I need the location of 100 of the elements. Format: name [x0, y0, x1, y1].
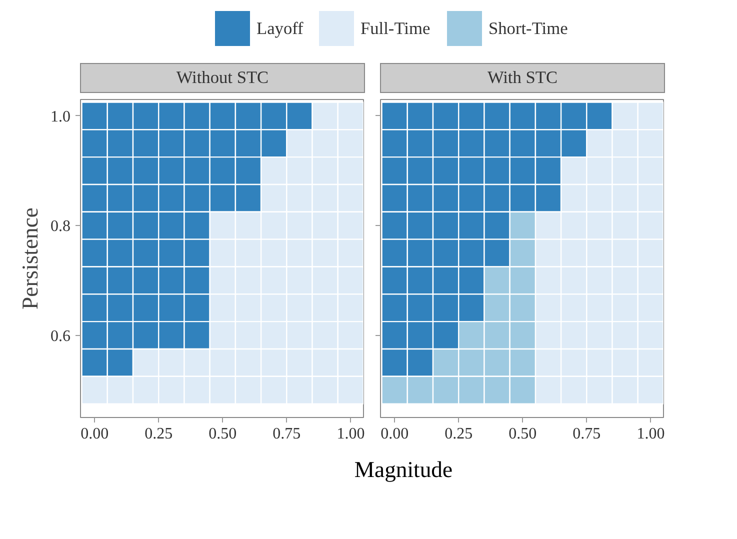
chart-title: Without STC	[176, 67, 269, 89]
point	[381, 211, 408, 240]
point	[637, 156, 664, 186]
point	[234, 129, 262, 158]
point	[560, 376, 588, 404]
point	[132, 129, 160, 158]
point	[484, 376, 510, 404]
point	[612, 129, 638, 158]
point	[432, 102, 460, 130]
point	[484, 211, 510, 240]
point	[381, 238, 408, 268]
x-tick-label: 0.25	[144, 426, 173, 442]
point	[586, 266, 613, 295]
point	[484, 320, 510, 350]
point	[234, 184, 262, 212]
point	[406, 211, 434, 240]
x-tick-label: 0.50	[508, 426, 537, 442]
point	[509, 129, 536, 158]
point	[381, 294, 408, 322]
point	[81, 211, 108, 240]
point	[209, 184, 236, 212]
point	[406, 129, 434, 158]
x-tick-label: 0.75	[572, 426, 601, 442]
y-axis-title: Persistence	[18, 208, 42, 310]
point	[158, 102, 185, 130]
point	[81, 129, 108, 158]
point	[612, 266, 638, 295]
point	[509, 348, 536, 377]
point	[432, 294, 460, 322]
point	[586, 348, 613, 377]
point	[458, 211, 485, 240]
point	[612, 376, 638, 404]
point	[381, 184, 408, 212]
point	[432, 184, 460, 212]
point	[158, 266, 185, 295]
point	[106, 102, 134, 130]
point	[586, 320, 613, 350]
point	[184, 211, 210, 240]
point	[458, 294, 485, 322]
point	[132, 102, 160, 130]
point	[458, 184, 485, 212]
point	[432, 320, 460, 350]
legend-label: Short-Time	[488, 19, 568, 38]
point	[534, 129, 562, 158]
y-tick-label: 0.8	[50, 218, 70, 236]
point	[158, 320, 185, 350]
point	[132, 156, 160, 186]
point	[81, 102, 108, 130]
point	[484, 102, 510, 130]
point	[484, 348, 510, 377]
point	[560, 238, 588, 268]
point	[560, 184, 588, 212]
point	[560, 211, 588, 240]
point	[612, 184, 638, 212]
point	[184, 320, 210, 350]
point	[81, 294, 108, 322]
point	[381, 156, 408, 186]
point	[209, 156, 236, 186]
point	[406, 294, 434, 322]
point	[381, 348, 408, 377]
point	[106, 184, 134, 212]
x-axis-title: Magnitude	[354, 456, 453, 484]
point	[184, 102, 210, 130]
point	[637, 211, 664, 240]
point	[458, 266, 485, 295]
point	[612, 238, 638, 268]
point	[432, 376, 460, 404]
point	[209, 102, 236, 130]
x-tick-label: 1.00	[636, 426, 665, 442]
point	[637, 348, 664, 377]
point	[509, 184, 536, 212]
point	[509, 320, 536, 350]
point	[637, 266, 664, 295]
point	[184, 129, 210, 158]
point	[81, 348, 108, 377]
point	[81, 266, 108, 295]
point	[560, 156, 588, 186]
point	[509, 156, 536, 186]
point	[158, 294, 185, 322]
point	[458, 129, 485, 158]
point	[458, 348, 485, 377]
point	[612, 348, 638, 377]
point	[586, 238, 613, 268]
point	[260, 129, 288, 158]
x-tick-label: 0.00	[80, 426, 109, 442]
point	[509, 102, 536, 130]
point	[586, 376, 613, 404]
point	[637, 238, 664, 268]
point	[534, 184, 562, 212]
legend-label: Full-Time	[360, 19, 430, 38]
point	[106, 129, 134, 158]
point	[612, 102, 638, 130]
point	[106, 238, 134, 268]
point	[586, 156, 613, 186]
point	[286, 102, 313, 130]
point	[381, 320, 408, 350]
point	[534, 376, 562, 404]
point	[586, 184, 613, 212]
x-tick-label: 0.50	[208, 426, 237, 442]
chart-title: With STC	[487, 67, 558, 89]
